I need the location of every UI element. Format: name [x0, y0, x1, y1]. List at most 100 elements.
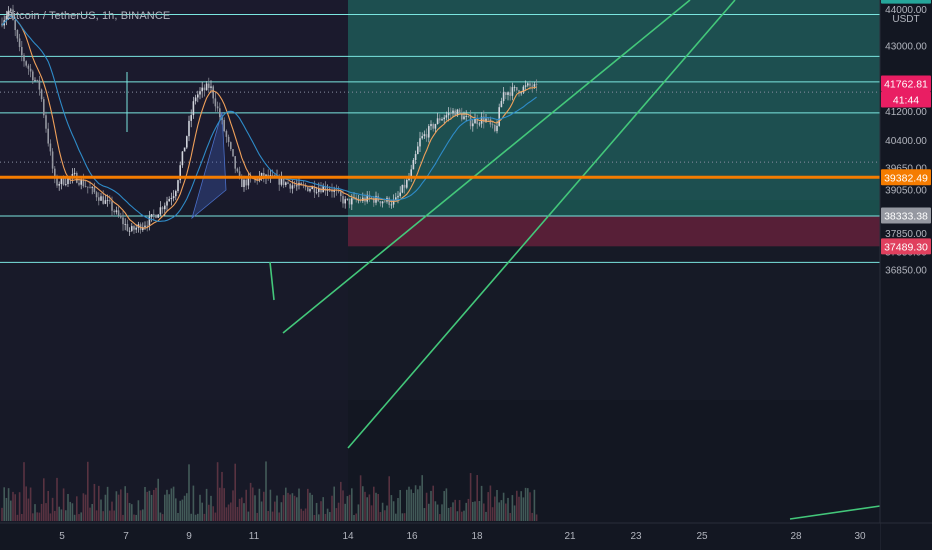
volume-bar	[480, 485, 483, 521]
volume-bar	[73, 514, 76, 521]
volume-bar	[373, 486, 375, 521]
candle-body	[412, 160, 415, 170]
candle-body	[170, 198, 173, 199]
volume-bar	[421, 475, 423, 521]
candle-body	[348, 198, 351, 205]
volume-bar	[135, 514, 137, 521]
candle-body	[507, 92, 509, 95]
time-tick-label: 28	[790, 531, 802, 542]
candle-body	[531, 85, 533, 87]
volume-bar	[441, 504, 443, 521]
candle-body	[175, 191, 177, 197]
candle-body	[56, 178, 58, 186]
candle-body	[313, 186, 316, 193]
candle-body	[458, 109, 461, 113]
volume-bar	[177, 512, 179, 521]
candle-body	[23, 55, 25, 62]
candle-body	[58, 184, 60, 186]
volume-bar	[326, 508, 329, 521]
volume-bar	[49, 513, 52, 521]
candle-body	[177, 180, 179, 192]
volume-bar	[346, 496, 349, 521]
trend-line-tick	[269, 261, 275, 301]
volume-bar	[157, 478, 159, 521]
target-price-label-bg	[881, 0, 931, 4]
candle-body	[494, 124, 496, 132]
time-tick-label: 14	[342, 531, 354, 542]
volume-bar	[148, 490, 151, 521]
candle-body	[10, 9, 12, 11]
volume-bar	[21, 513, 23, 521]
candle-body	[241, 178, 243, 187]
candle-body	[408, 178, 410, 180]
candle-body	[518, 90, 520, 94]
volume-bar	[353, 514, 355, 521]
candle-body	[117, 210, 120, 216]
volume-bar	[313, 514, 316, 521]
volume-bar	[91, 504, 93, 521]
volume-bar	[368, 494, 371, 521]
candle-body	[21, 46, 23, 56]
candle-body	[166, 201, 168, 206]
candle-body	[225, 131, 228, 137]
candle-body	[461, 112, 463, 120]
candle-body	[179, 165, 181, 181]
volume-bar	[329, 512, 331, 521]
volume-bar	[56, 477, 58, 521]
target-zone	[348, 0, 880, 216]
candle-body	[370, 197, 373, 199]
volume-bar	[137, 500, 140, 521]
candle-body	[109, 200, 111, 202]
candle-body	[406, 179, 408, 188]
volume-bar	[450, 507, 452, 521]
volume-bar	[463, 510, 465, 521]
candle-body	[199, 91, 201, 95]
volume-bar	[82, 493, 85, 521]
volume-bar	[533, 489, 536, 521]
volume-bar	[287, 492, 289, 521]
price-tick-label: 40400.00	[885, 136, 927, 147]
candle-body	[208, 83, 210, 88]
candle-body	[16, 30, 19, 39]
volume-bar	[254, 495, 256, 521]
volume-bar	[201, 502, 203, 521]
currency-label: USDT	[892, 14, 919, 25]
volume-bar	[392, 501, 395, 521]
volume-bar	[34, 504, 36, 521]
volume-bar	[423, 508, 426, 521]
candle-body	[456, 109, 459, 116]
candle-body	[62, 178, 65, 185]
candle-body	[428, 126, 430, 138]
volume-bar	[98, 485, 100, 521]
volume-bar	[527, 488, 529, 521]
candle-body	[91, 187, 93, 189]
candle-body	[447, 113, 450, 116]
volume-bar	[40, 503, 43, 521]
volume-bar	[408, 486, 410, 521]
volume-bar	[296, 497, 298, 521]
candle-body	[472, 123, 474, 127]
last-price-label-bg	[881, 75, 931, 92]
volume-bar	[258, 488, 261, 521]
time-axis-bg	[0, 523, 880, 550]
candle-body	[263, 172, 265, 178]
volume-bar	[124, 486, 126, 521]
candle-body	[40, 89, 43, 100]
volume-bar	[168, 494, 170, 521]
price-tick-label: 44000.00	[885, 5, 927, 16]
volume-bar	[3, 487, 5, 521]
volume-bar	[498, 502, 500, 521]
candle-body	[84, 186, 87, 187]
volume-bar	[375, 492, 377, 521]
channel-lower-line	[347, 0, 736, 449]
volume-bar	[111, 501, 113, 521]
candle-body	[227, 136, 230, 143]
volume-bar	[529, 492, 531, 521]
candle-body	[73, 172, 76, 174]
volume-bar	[298, 488, 300, 521]
candle-body	[131, 226, 133, 231]
candle-body	[212, 86, 214, 99]
candle-body	[157, 214, 159, 218]
